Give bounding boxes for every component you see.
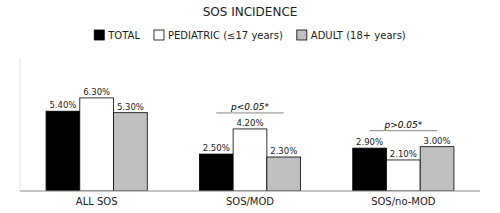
bar	[386, 160, 420, 191]
data-label: 2.30%	[270, 146, 297, 156]
legend-item: ADULT (18+ years)	[297, 30, 406, 41]
x-axis	[20, 191, 480, 192]
x-tick-label: SOS/MOD	[226, 196, 274, 207]
legend-label: TOTAL	[107, 30, 140, 41]
title: SOS INCIDENCE	[203, 5, 298, 19]
data-label: 6.30%	[83, 87, 110, 97]
data-label: 2.90%	[356, 137, 383, 147]
bar	[420, 147, 454, 191]
data-label: 5.30%	[117, 102, 144, 112]
data-labels: 5.40% 2.50% 2.90% 6.30% 4.20% 2.10% 5.30% 2.30%…	[49, 87, 450, 159]
data-label: 2.50%	[203, 143, 230, 153]
bar	[80, 98, 114, 191]
x-tick-label: ALL SOS	[76, 196, 118, 207]
bar	[233, 129, 267, 191]
legend-label: PEDIATRIC (≤17 years)	[168, 30, 283, 41]
data-label: 4.20%	[236, 118, 263, 128]
legend: TOTAL PEDIATRIC (≤17 years) ADULT (18+ yea…	[94, 30, 406, 41]
x-tick-label: SOS/no-MOD	[371, 196, 436, 207]
annotation: p<0.05*	[230, 102, 269, 112]
bars	[46, 98, 454, 191]
legend-item: TOTAL	[94, 30, 140, 41]
bar	[199, 154, 233, 191]
significance-bracket	[370, 130, 437, 131]
bar	[114, 113, 148, 191]
legend-item: PEDIATRIC (≤17 years)	[154, 30, 283, 41]
data-label: 2.10%	[390, 149, 417, 159]
bar	[46, 111, 80, 191]
y-range-line	[20, 58, 21, 191]
legend-swatch	[94, 30, 104, 40]
legend-label: ADULT (18+ years)	[311, 30, 406, 41]
bar	[267, 157, 301, 191]
legend-swatch	[154, 30, 164, 40]
annotation: p>0.05*	[383, 120, 422, 130]
bar	[353, 148, 387, 191]
significance-bracket	[216, 112, 283, 113]
data-label: 5.40%	[49, 100, 76, 110]
data-label: 3.00%	[424, 136, 451, 146]
chart: SOS INCIDENCE TOTAL PEDIATRIC (≤17 years) A…	[0, 0, 500, 213]
legend-swatch	[297, 30, 307, 40]
